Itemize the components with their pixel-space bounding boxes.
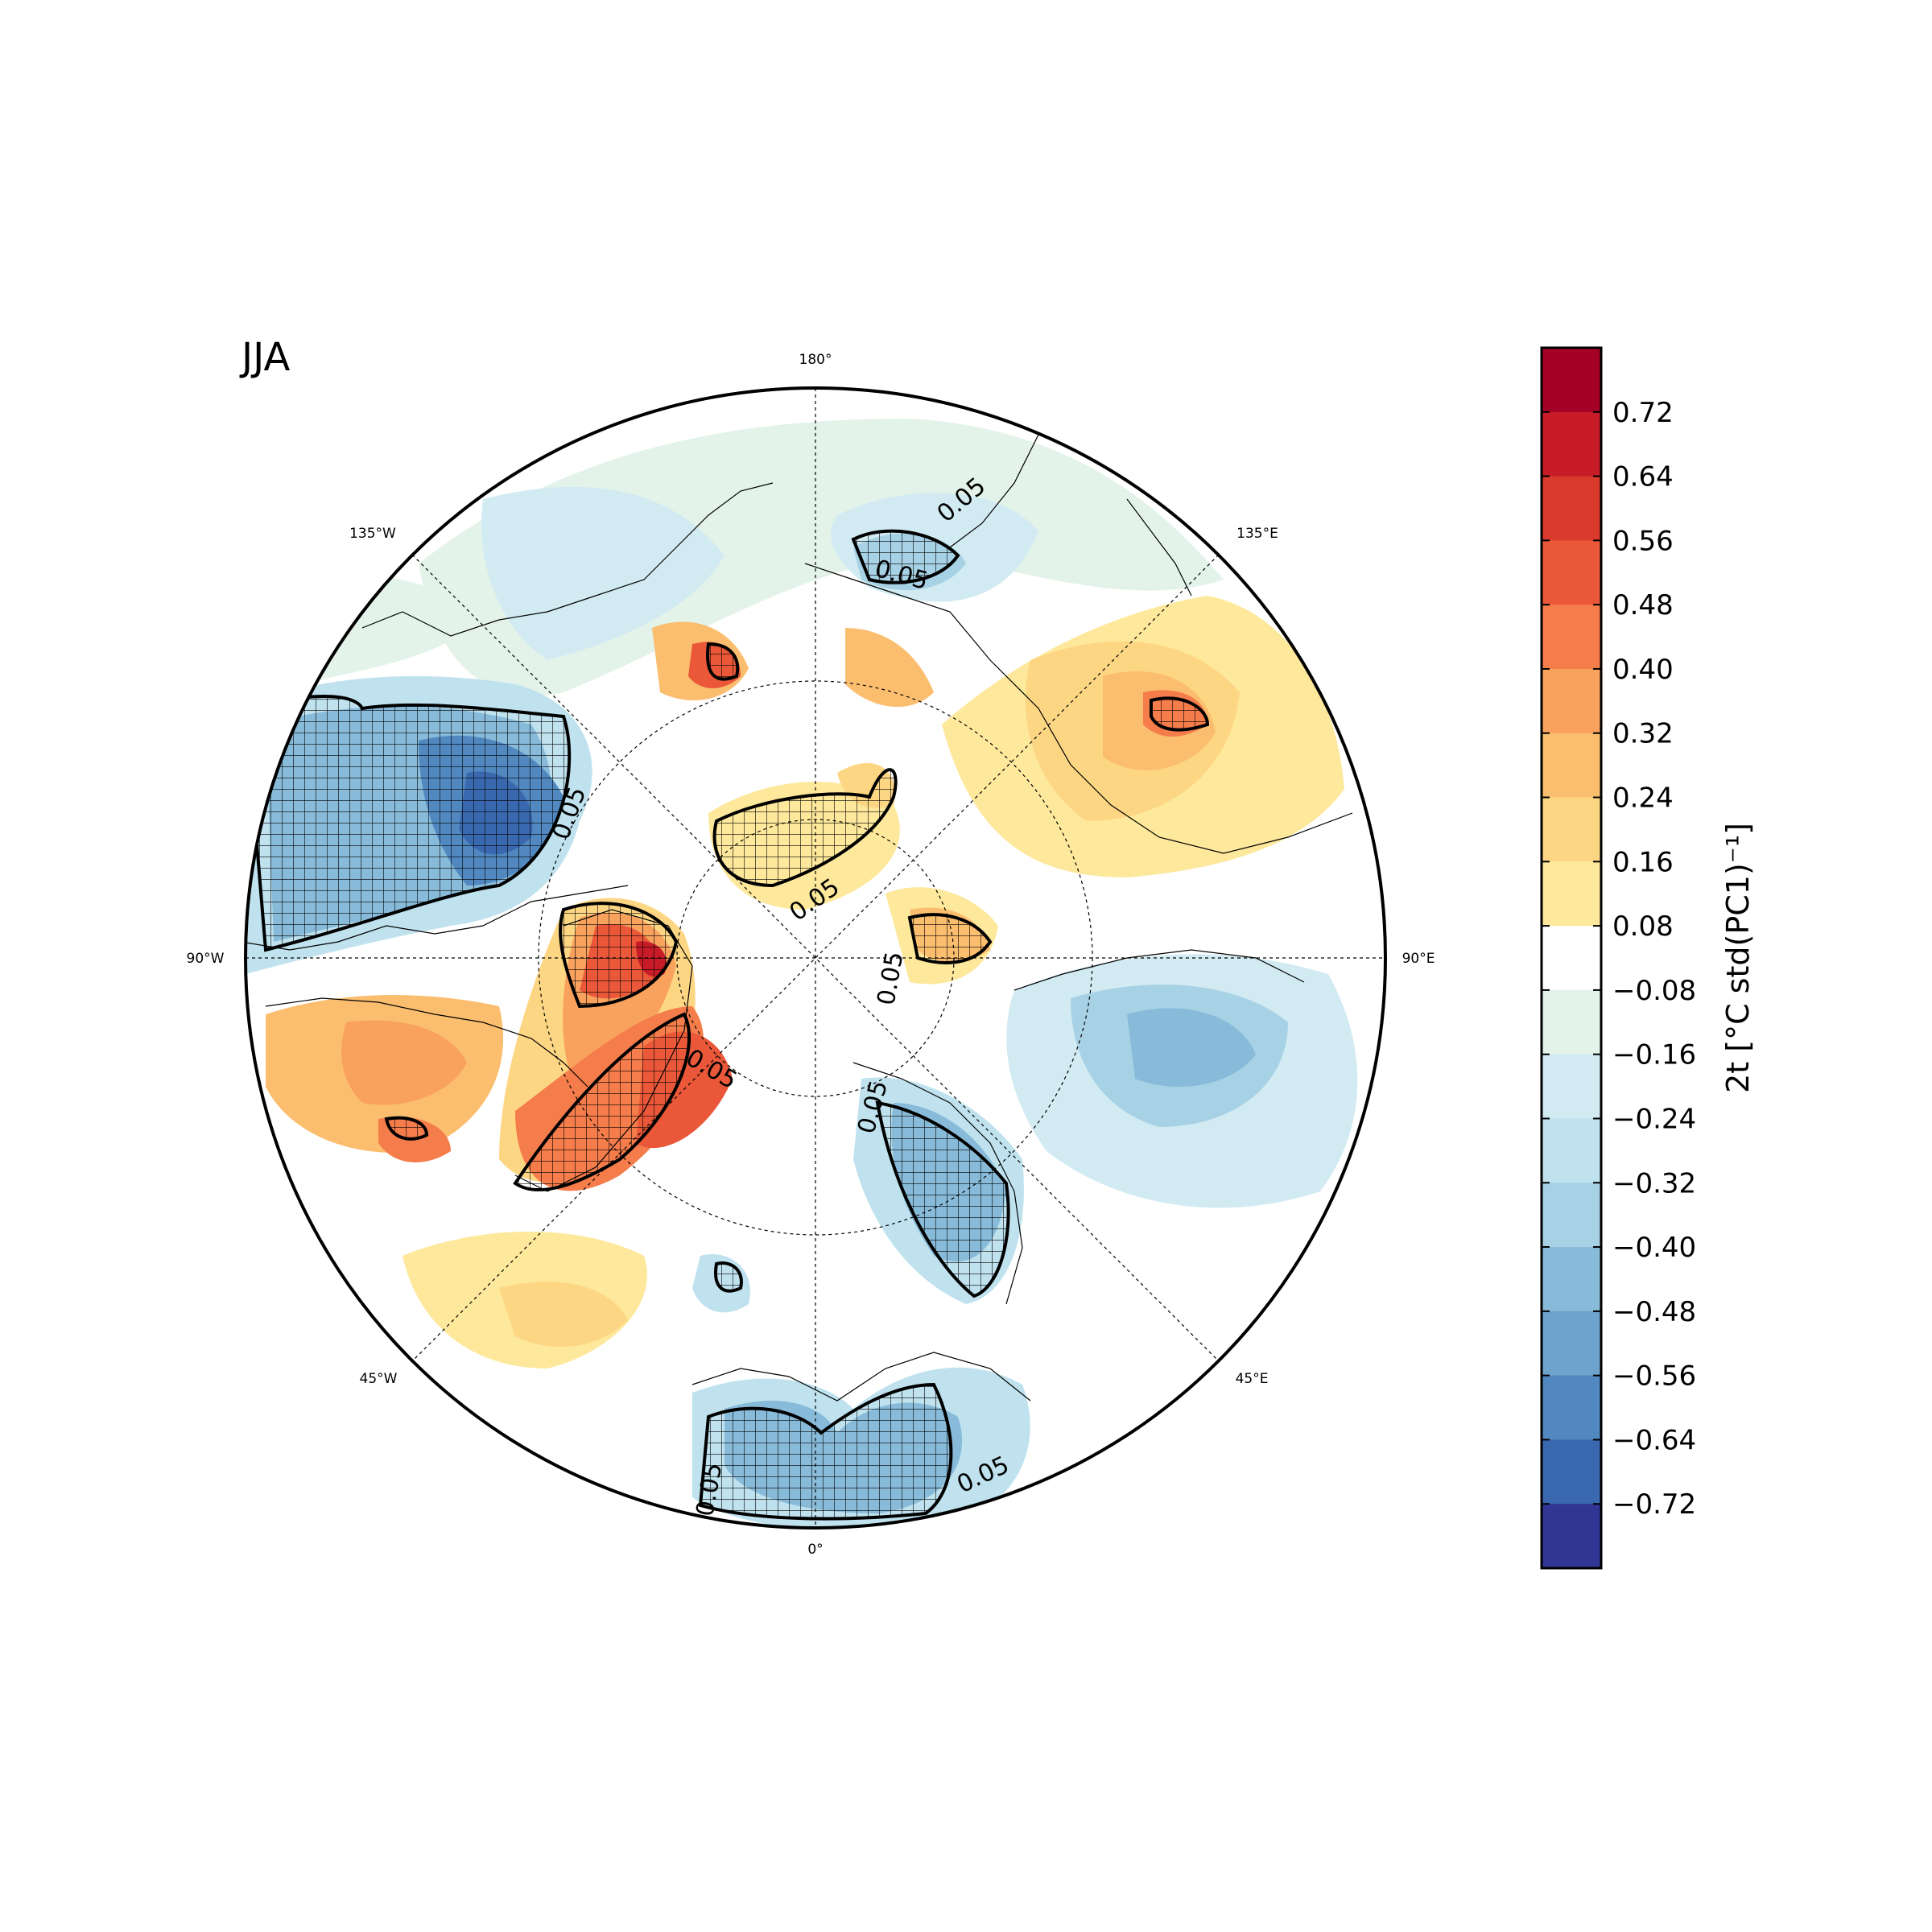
meridian-label-180: 180° <box>799 352 832 368</box>
figure-title: JJA <box>239 335 290 380</box>
colorbar-swatch <box>1542 476 1601 541</box>
meridian-label-135w: 135°W <box>349 526 396 542</box>
colorbar-tick-label: 0.32 <box>1612 718 1674 750</box>
map-boundary <box>244 386 1387 1530</box>
colorbar-swatch <box>1542 540 1601 605</box>
map-body <box>246 388 1385 1528</box>
colorbar-tick-label: −0.40 <box>1612 1232 1696 1264</box>
colorbar-swatch <box>1542 797 1601 862</box>
colorbar-swatch <box>1542 605 1601 670</box>
colorbar-label: 2t [°C std(PC1)⁻¹] <box>1720 823 1756 1093</box>
meridian-label-90e: 90°E <box>1402 951 1435 967</box>
colorbar-tick-label: −0.48 <box>1612 1296 1696 1328</box>
colorbar-frame <box>1540 346 1603 1570</box>
coastlines <box>246 434 1353 1402</box>
colorbar-tick-label: 0.72 <box>1612 397 1674 429</box>
meridian-labels: 180° 135°E 90°E 45°E 0° 45°W 90°W 135°W <box>187 352 1435 1558</box>
colorbar-tick-label: −0.64 <box>1612 1424 1696 1456</box>
colorbar-swatch <box>1542 926 1601 991</box>
colorbar-swatch <box>1542 1183 1601 1248</box>
colorbar-swatch <box>1542 1054 1601 1119</box>
meridian-label-45w: 45°W <box>360 1371 398 1387</box>
colorbar-tick-label: 0.08 <box>1612 910 1674 943</box>
colorbar-tick-label: −0.56 <box>1612 1360 1696 1393</box>
colorbar-tick-label: 0.64 <box>1612 461 1674 493</box>
colorbar-swatch <box>1542 1247 1601 1312</box>
graticule <box>246 388 1385 1528</box>
colorbar-swatch <box>1542 411 1601 477</box>
colorbar-tick-label: −0.24 <box>1612 1103 1696 1135</box>
colorbar-tick-label: 0.24 <box>1612 782 1674 815</box>
colorbar-swatch <box>1542 861 1601 927</box>
colorbar-swatch <box>1542 989 1601 1055</box>
colorbar-tick-label: 0.48 <box>1612 589 1674 621</box>
colorbar-swatch <box>1542 668 1601 734</box>
colorbar-swatch <box>1542 1118 1601 1183</box>
meridian-label-0: 0° <box>807 1542 823 1558</box>
meridian-label-135e: 135°E <box>1236 526 1278 542</box>
colorbar-swatch <box>1542 733 1601 799</box>
colorbar-tick-label: 0.56 <box>1612 525 1674 557</box>
significance-hatching <box>246 529 1210 1521</box>
meridian-label-45e: 45°E <box>1236 1371 1269 1387</box>
colorbar-swatch <box>1542 1504 1601 1569</box>
colorbar-ticks: 0.72 0.64 0.56 0.48 0.40 0.32 0.24 0.16 0.08 −0.0… <box>1542 397 1696 1521</box>
colorbar-tick-label: 0.40 <box>1612 654 1674 686</box>
colorbar-tick-label: −0.08 <box>1612 975 1696 1007</box>
colorbar-swatch <box>1542 1375 1601 1440</box>
colorbar-swatch <box>1542 1439 1601 1505</box>
colorbar <box>1540 346 1603 1570</box>
meridian-label-90w: 90°W <box>187 951 225 967</box>
colorbar-swatch <box>1542 1311 1601 1377</box>
colorbar-tick-label: −0.72 <box>1612 1488 1696 1521</box>
colorbar-tick-label: 0.16 <box>1612 846 1674 878</box>
colorbar-tick-label: −0.32 <box>1612 1167 1696 1199</box>
colorbar-tick-label: −0.16 <box>1612 1039 1696 1071</box>
colorbar-swatch <box>1542 348 1601 413</box>
